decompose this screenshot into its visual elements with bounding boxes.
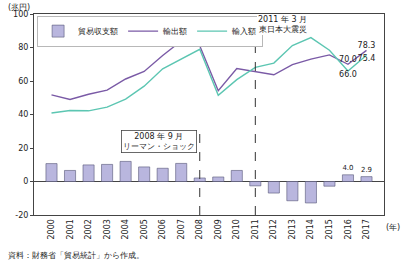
- svg-text:2.9: 2.9: [361, 166, 372, 174]
- svg-text:2008: 2008: [195, 219, 204, 239]
- svg-text:75.4: 75.4: [358, 54, 376, 63]
- svg-text:2013: 2013: [288, 219, 297, 239]
- svg-text:2003: 2003: [103, 219, 112, 239]
- svg-text:2007: 2007: [177, 219, 186, 239]
- svg-text:20: 20: [18, 144, 28, 153]
- svg-text:2012: 2012: [269, 219, 278, 239]
- svg-text:40: 40: [18, 110, 28, 119]
- svg-text:2011 年 3 月東日本大震災: 2011 年 3 月東日本大震災: [258, 15, 307, 34]
- svg-text:0: 0: [23, 177, 28, 186]
- svg-text:-20: -20: [15, 211, 28, 220]
- svg-text:2010: 2010: [232, 219, 241, 239]
- svg-text:80: 80: [18, 43, 28, 52]
- svg-text:2008 年 9 月リーマン・ショック: 2008 年 9 月リーマン・ショック: [123, 132, 195, 151]
- svg-text:輸出額: 輸出額: [163, 27, 187, 36]
- svg-text:66.0: 66.0: [339, 70, 357, 79]
- svg-text:2015: 2015: [325, 219, 334, 239]
- svg-text:4.0: 4.0: [342, 164, 353, 172]
- svg-text:2009: 2009: [214, 219, 223, 239]
- svg-text:100: 100: [13, 10, 28, 19]
- svg-text:2000: 2000: [47, 219, 56, 239]
- svg-text:2016: 2016: [344, 219, 353, 239]
- svg-text:(年): (年): [386, 223, 400, 232]
- svg-text:2001: 2001: [66, 219, 75, 239]
- svg-text:2004: 2004: [121, 219, 130, 239]
- svg-text:78.3: 78.3: [358, 41, 376, 50]
- svg-text:60: 60: [18, 77, 28, 86]
- svg-text:資料：財務省「貿易統計」から作成。: 資料：財務省「貿易統計」から作成。: [8, 251, 144, 260]
- svg-text:(兆円): (兆円): [8, 3, 30, 12]
- svg-text:2006: 2006: [158, 219, 167, 239]
- svg-text:2011: 2011: [251, 219, 260, 239]
- svg-text:2017: 2017: [362, 219, 371, 239]
- svg-text:2014: 2014: [307, 219, 316, 239]
- svg-text:貿易収支額: 貿易収支額: [78, 27, 118, 36]
- svg-text:70.0: 70.0: [339, 55, 357, 64]
- svg-text:輸入額: 輸入額: [232, 27, 256, 36]
- svg-text:2002: 2002: [84, 219, 93, 239]
- svg-text:2005: 2005: [140, 219, 149, 239]
